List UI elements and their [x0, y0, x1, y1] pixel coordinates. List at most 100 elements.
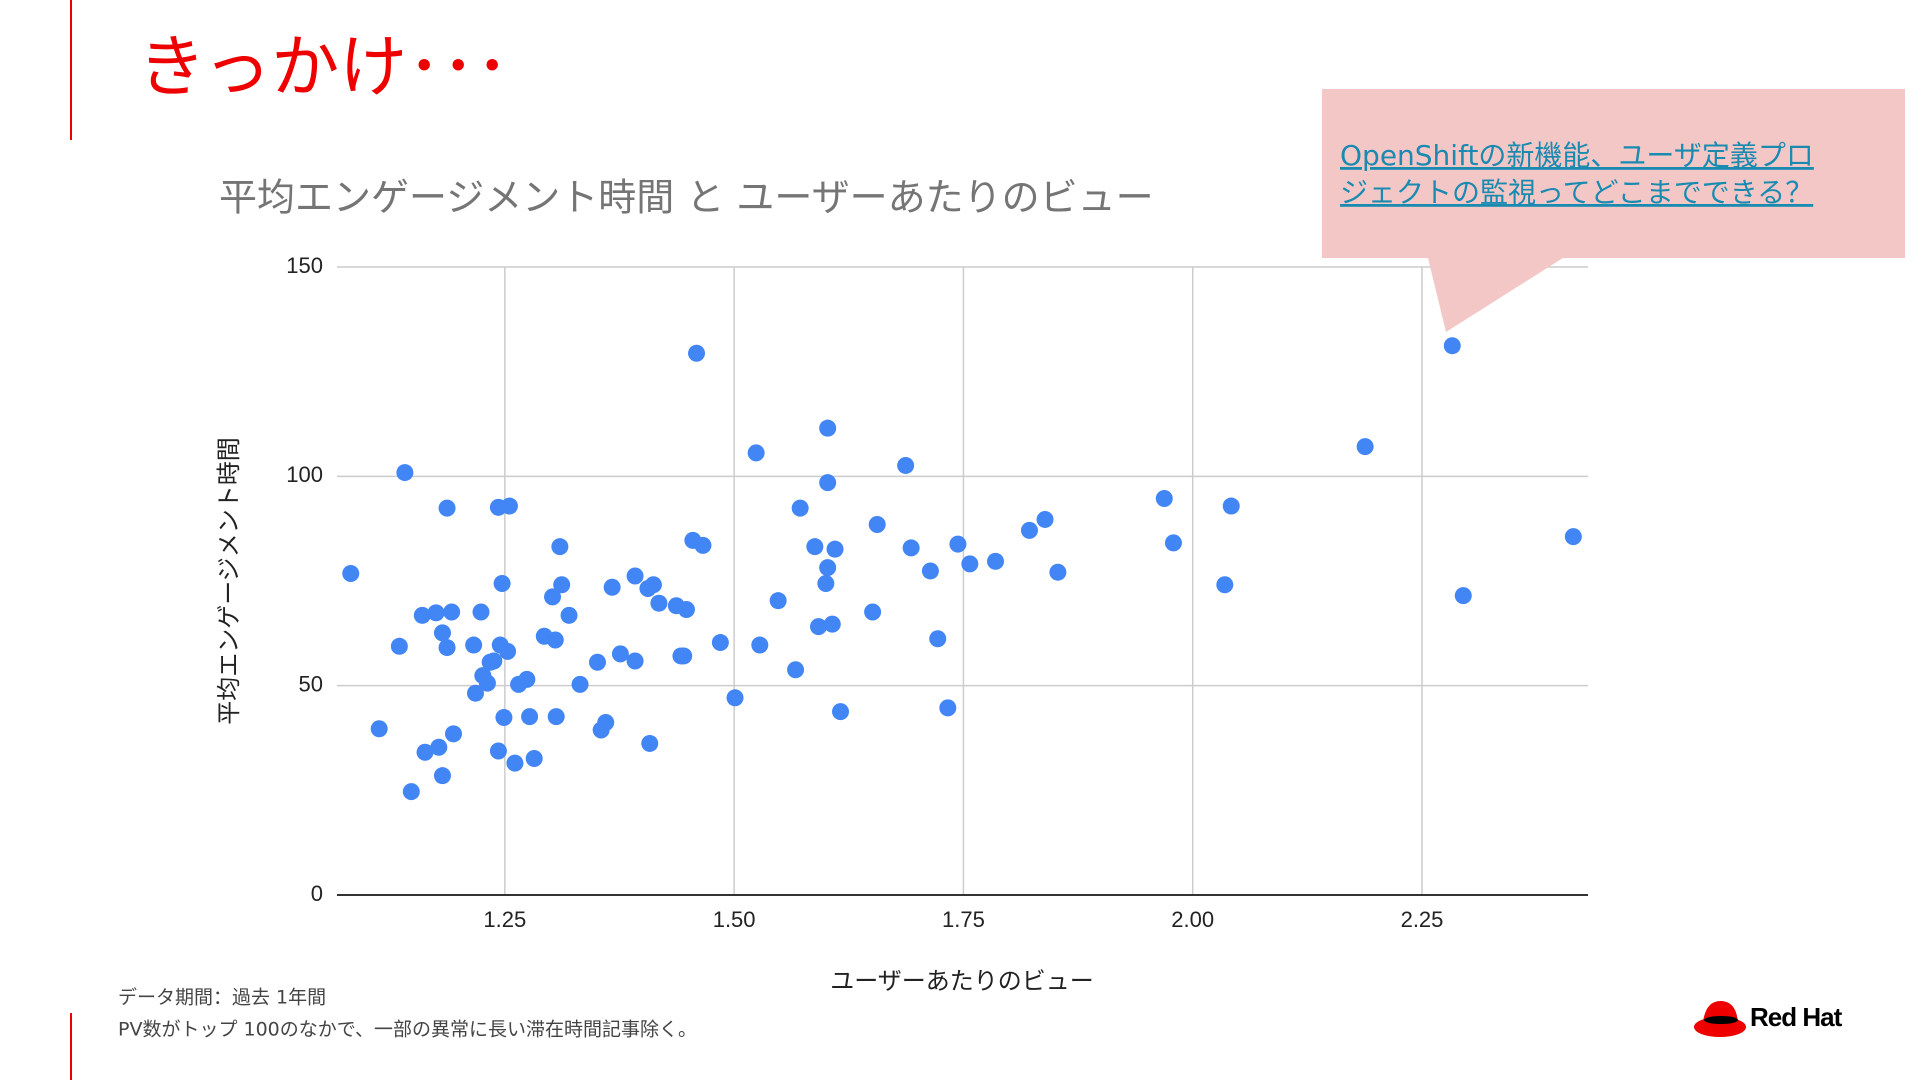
- point: [506, 754, 524, 772]
- point: [433, 624, 451, 642]
- point: [650, 594, 668, 612]
- point: [499, 642, 517, 660]
- point: [485, 652, 503, 670]
- point: [396, 464, 414, 482]
- x-tick-label: 1.25: [483, 907, 526, 932]
- x-tick-label: 2.00: [1171, 907, 1214, 932]
- point: [544, 588, 562, 606]
- y-tick-label: 150: [286, 253, 323, 278]
- point: [597, 714, 615, 732]
- point: [1049, 563, 1067, 581]
- point: [370, 720, 388, 738]
- point: [819, 559, 837, 577]
- point: [547, 708, 565, 726]
- point: [751, 636, 769, 654]
- point: [433, 767, 451, 785]
- point: [438, 499, 456, 517]
- point: [747, 444, 765, 462]
- point: [677, 600, 695, 618]
- point: [641, 734, 659, 752]
- slide-title: きっかけ･･･: [138, 29, 509, 108]
- point: [819, 419, 837, 437]
- point: [521, 708, 539, 726]
- point: [478, 674, 496, 692]
- chart-title: 平均エンゲージメント時間 と ユーザーあたりのビュー: [219, 176, 1154, 220]
- point: [390, 637, 408, 655]
- point: [897, 456, 915, 474]
- point: [675, 647, 693, 665]
- point: [495, 708, 513, 726]
- point: [1564, 528, 1582, 546]
- point: [413, 606, 431, 624]
- point: [342, 564, 360, 582]
- point: [806, 538, 824, 556]
- point: [438, 639, 456, 657]
- point: [1216, 576, 1234, 594]
- point: [1164, 534, 1182, 552]
- point: [791, 499, 809, 517]
- point: [694, 536, 712, 554]
- x-tick-label: 1.75: [942, 907, 985, 932]
- point: [711, 634, 729, 652]
- point: [810, 618, 828, 636]
- y-tick-label: 0: [311, 881, 323, 906]
- callout-tail: [1428, 258, 1563, 332]
- point: [961, 555, 979, 573]
- point: [588, 653, 606, 671]
- note: データ期間：過去 1年間: [118, 987, 326, 1009]
- point: [560, 606, 578, 624]
- x-tick-label: 2.25: [1401, 907, 1444, 932]
- point: [611, 645, 629, 663]
- point: [819, 474, 837, 492]
- x-axis-label: ユーザーあたりのビュー: [830, 967, 1094, 995]
- point: [1020, 521, 1038, 539]
- point: [402, 783, 420, 801]
- point: [626, 652, 644, 670]
- point: [769, 592, 787, 610]
- point: [644, 576, 662, 594]
- point: [823, 615, 841, 633]
- point: [472, 603, 490, 621]
- point: [518, 670, 536, 688]
- point: [553, 576, 571, 594]
- point: [1454, 587, 1472, 605]
- logo-icon: [1694, 1000, 1746, 1037]
- point: [603, 578, 621, 596]
- point: [1356, 438, 1374, 456]
- point: [939, 699, 957, 717]
- point: [571, 675, 589, 693]
- y-axis-label: 平均エンゲージメント時間: [215, 437, 243, 725]
- point: [817, 575, 835, 593]
- point: [987, 552, 1005, 570]
- point: [787, 661, 805, 679]
- point: [688, 344, 706, 362]
- point: [868, 515, 886, 533]
- point: [546, 631, 564, 649]
- point: [427, 604, 445, 622]
- x-tick-label: 1.50: [713, 907, 756, 932]
- point: [466, 684, 484, 702]
- point: [929, 630, 947, 648]
- point: [921, 562, 939, 580]
- point: [826, 540, 844, 558]
- point: [500, 497, 518, 515]
- note: PV数がトップ 100のなかで、一部の異常に長い滞在時間記事除く。: [118, 1019, 697, 1041]
- plot: 0 50 100 150 1.25 1.50 1.75 2.00 2.25: [286, 253, 1588, 932]
- point: [444, 725, 462, 743]
- point: [864, 603, 882, 621]
- point: [626, 567, 644, 585]
- y-tick-label: 50: [299, 671, 323, 696]
- point: [902, 539, 920, 557]
- callout-box: [1322, 89, 1905, 258]
- point: [726, 689, 744, 707]
- point: [525, 750, 543, 768]
- point: [493, 575, 511, 593]
- callout-link[interactable]: ジェクトの監視ってどこまでできる？: [1340, 176, 1813, 209]
- point: [443, 603, 461, 621]
- point: [832, 703, 850, 721]
- point: [1222, 497, 1240, 515]
- callout-link[interactable]: OpenShiftの新機能、ユーザ定義プロ: [1340, 139, 1814, 172]
- point: [1155, 490, 1173, 508]
